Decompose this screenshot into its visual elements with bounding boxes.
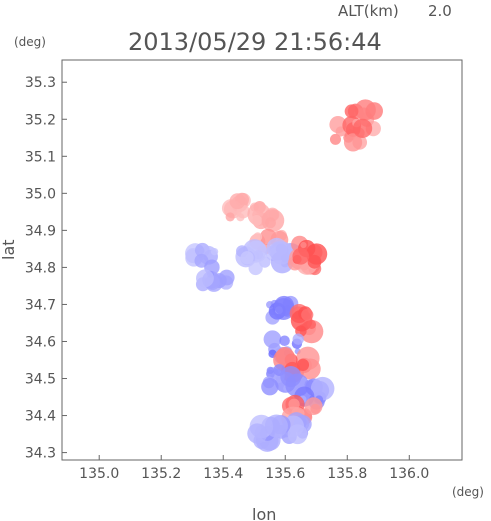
x-unit-label: (deg) <box>452 485 484 499</box>
reflectivity-cell <box>264 414 288 438</box>
axis-ticks: 135.0 135.2 135.4 135.6 135.8 136.0 34.3 34.4 34… <box>25 75 430 482</box>
reflectivity-cell <box>194 245 205 256</box>
x-tick-label: 135.4 <box>203 466 243 482</box>
reflectivity-cell <box>251 215 263 226</box>
altitude-value: 2.0 <box>428 2 452 20</box>
reflectivity-cell <box>253 232 263 242</box>
reflectivity-cell <box>210 247 219 256</box>
reflectivity-cell <box>218 269 235 286</box>
reflectivity-cell <box>261 378 279 396</box>
y-tick-label: 35.0 <box>25 186 56 202</box>
x-tick-label: 135.8 <box>327 466 367 482</box>
reflectivity-cell <box>287 424 308 445</box>
x-tick-label: 135.2 <box>141 466 181 482</box>
reflectivity-blobs <box>185 99 383 452</box>
y-tick-label: 34.6 <box>25 334 56 350</box>
reflectivity-cell <box>240 251 254 265</box>
y-tick-label: 35.2 <box>25 112 56 128</box>
y-tick-label: 34.4 <box>25 409 56 425</box>
reflectivity-cell <box>261 209 285 232</box>
y-tick-label: 35.1 <box>25 149 56 165</box>
reflectivity-cell <box>343 133 363 152</box>
reflectivity-cell <box>229 193 246 210</box>
reflectivity-cell <box>225 212 235 222</box>
reflectivity-cell <box>354 99 376 121</box>
x-tick-label: 136.0 <box>389 466 429 482</box>
y-tick-label: 35.3 <box>25 75 56 91</box>
reflectivity-cell <box>196 269 214 288</box>
altitude-label: ALT(km) <box>338 2 399 20</box>
plot-frame <box>61 59 463 461</box>
reflectivity-cell <box>344 104 359 119</box>
reflectivity-cell <box>292 333 304 345</box>
y-tick-label: 34.3 <box>25 446 56 462</box>
reflectivity-cell <box>274 295 295 316</box>
reflectivity-cell <box>310 376 335 401</box>
reflectivity-cell <box>307 319 317 329</box>
reflectivity-cell <box>248 260 263 276</box>
reflectivity-cell <box>352 118 373 138</box>
y-tick-label: 34.8 <box>25 260 56 276</box>
y-tick-label: 34.9 <box>25 223 56 239</box>
reflectivity-cell <box>292 247 310 265</box>
y-tick-label: 34.5 <box>25 372 56 388</box>
reflectivity-cell <box>279 335 290 347</box>
timestamp: 2013/05/29 21:56:44 <box>128 28 382 56</box>
reflectivity-cell <box>263 330 282 349</box>
x-tick-label: 135.6 <box>265 466 305 482</box>
reflectivity-cell <box>304 397 323 416</box>
reflectivity-cell <box>247 423 268 444</box>
reflectivity-cell <box>266 366 274 375</box>
y-axis-label: lat <box>0 239 18 260</box>
x-tick-label: 135.0 <box>79 466 119 482</box>
y-unit-label: (deg) <box>14 35 46 49</box>
reflectivity-cell <box>270 241 294 265</box>
y-tick-label: 34.7 <box>25 297 56 313</box>
reflectivity-cell <box>301 308 314 321</box>
x-axis-label: lon <box>252 505 276 521</box>
reflectivity-cell <box>329 133 341 145</box>
reflectivity-cell <box>300 241 307 249</box>
reflectivity-cell <box>329 116 347 134</box>
